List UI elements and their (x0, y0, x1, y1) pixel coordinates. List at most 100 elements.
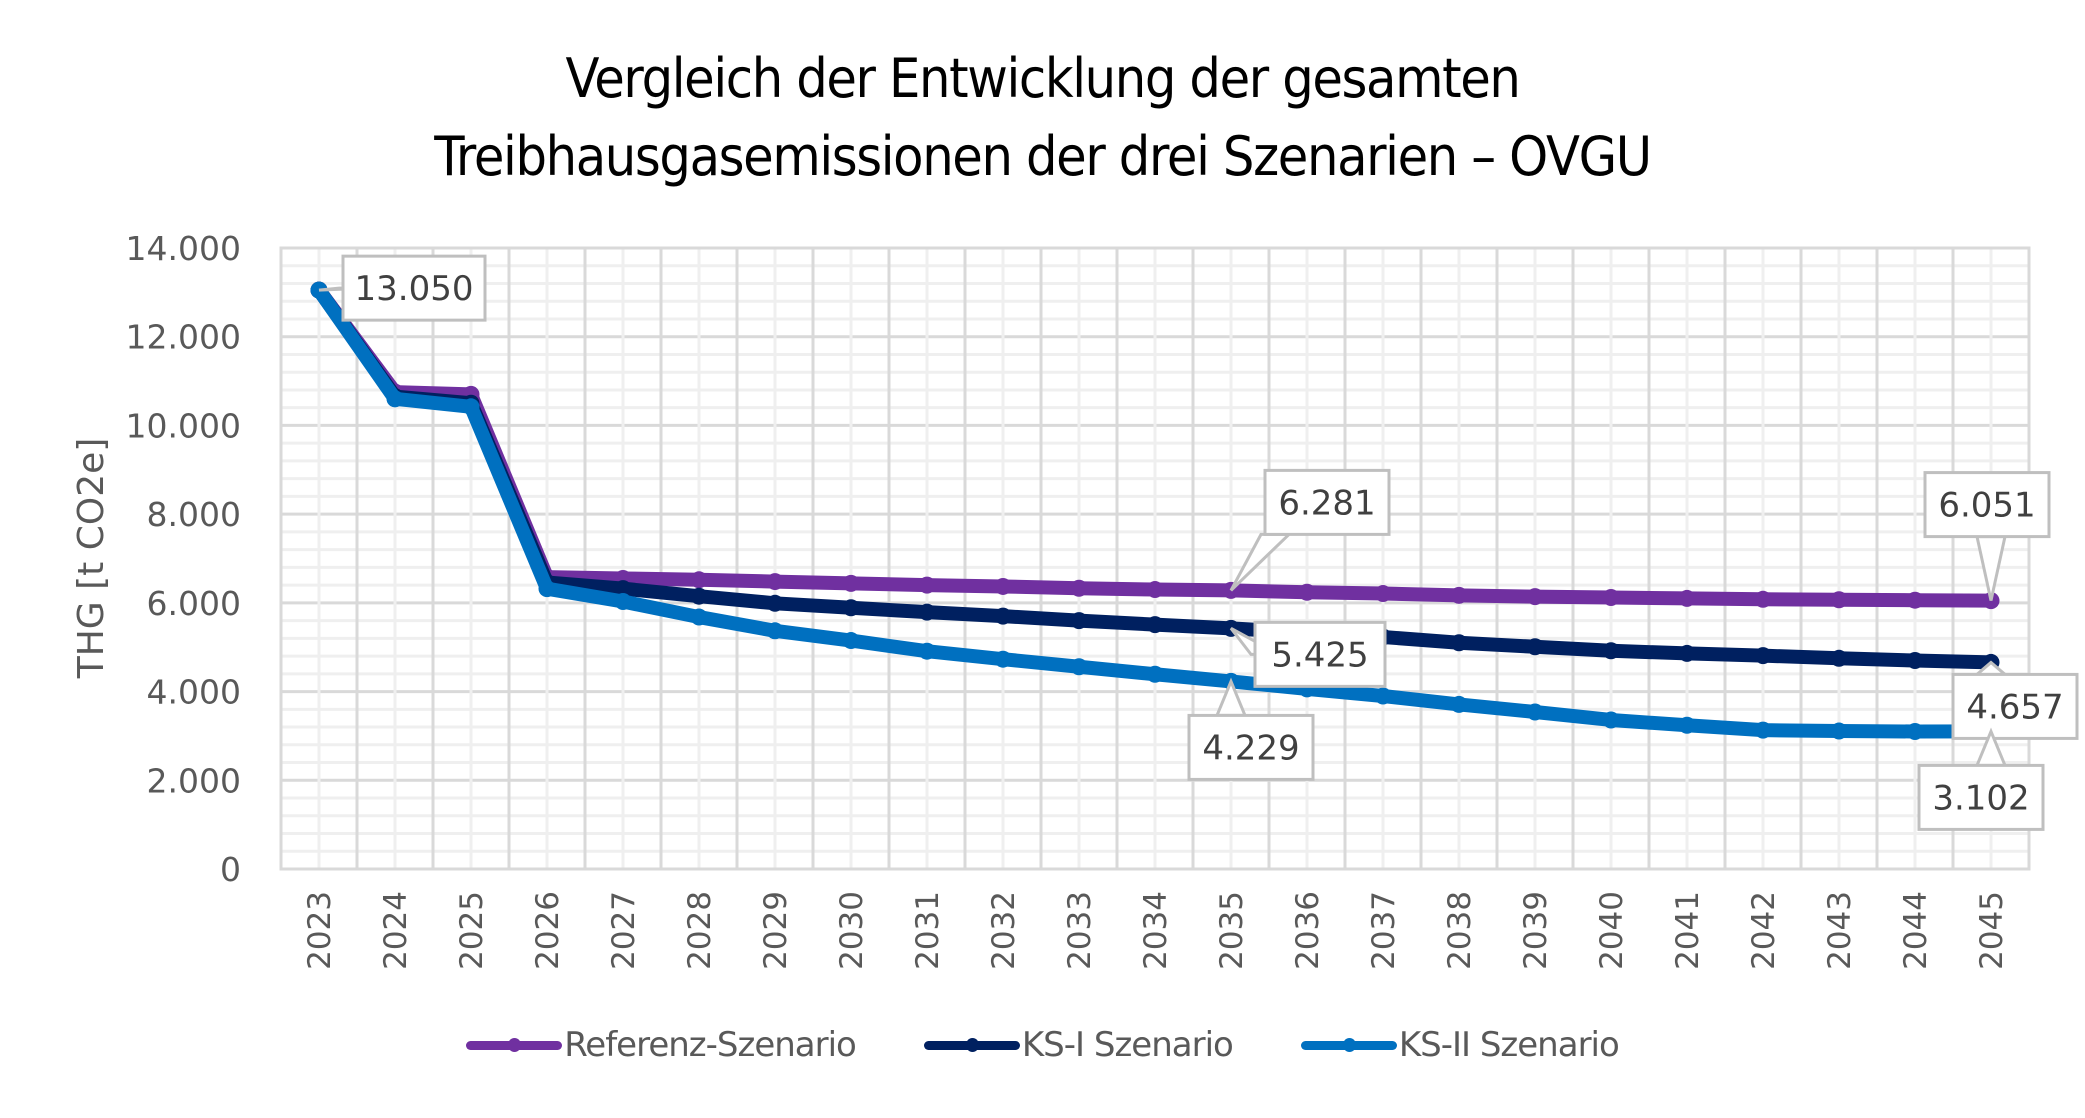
data-point (994, 607, 1012, 625)
x-tick-label: 2035 (1214, 891, 1250, 970)
x-tick-label: 2037 (1366, 891, 1402, 970)
data-label-box (1951, 672, 2079, 740)
data-point (1754, 590, 1772, 608)
data-label: 5.425 (1229, 620, 1387, 688)
data-point (1070, 579, 1088, 597)
legend-label: Referenz-Szenario (564, 1025, 857, 1065)
data-point (842, 574, 860, 592)
data-point (462, 398, 480, 416)
x-tick-label: 2042 (1746, 891, 1782, 970)
data-point (1678, 644, 1696, 662)
data-label-text: 4.229 (1202, 728, 1299, 768)
x-tick-label: 2041 (1670, 891, 1706, 970)
legend-label: KS-II Szenario (1398, 1025, 1620, 1065)
legend-swatch-icon (466, 1032, 563, 1058)
x-tick-label: 2024 (378, 891, 414, 970)
data-point (842, 632, 860, 650)
y-tick-label: 14.000 (126, 229, 241, 268)
x-tick-label: 2038 (1442, 891, 1478, 970)
x-tick-label: 2032 (986, 891, 1022, 970)
legend-swatch-icon (923, 1032, 1020, 1058)
x-tick-label: 2034 (1138, 891, 1174, 970)
legend-item-ks-ii[interactable]: KS-II Szenario (1300, 1025, 1620, 1065)
data-point (918, 576, 936, 594)
legend-item-ks-i[interactable]: KS-I Szenario (923, 1025, 1234, 1065)
chart-title-line-1: Vergleich der Entwicklung der gesamten (565, 47, 1520, 110)
data-label-pointer (1229, 532, 1293, 592)
data-label-text: 6.051 (1938, 486, 2035, 526)
x-axis-ticks: 2023 2024 2025 2026 2027 2028 2029 2030 2031 2032… (302, 891, 2010, 970)
data-label-text: 4.657 (1966, 687, 2063, 727)
data-point (766, 594, 784, 612)
data-point (842, 599, 860, 617)
data-point (918, 603, 936, 621)
data-point (1146, 581, 1164, 599)
series-ks-i-szenario (310, 281, 2000, 671)
data-point (1906, 722, 1924, 740)
data-label: 4.657 (1951, 660, 2079, 740)
y-tick-label: 12.000 (126, 318, 241, 357)
data-label: 6.281 (1229, 468, 1391, 592)
data-point (1450, 586, 1468, 604)
data-point (1070, 612, 1088, 630)
data-point (690, 571, 708, 589)
x-tick-label: 2040 (1594, 891, 1630, 970)
legend-swatch-icon (1300, 1032, 1397, 1058)
grid (279, 246, 2031, 871)
data-label-box (1263, 468, 1391, 536)
x-tick-label: 2036 (1290, 891, 1326, 970)
y-tick-label: 2.000 (147, 761, 241, 800)
y-tick-label: 8.000 (147, 495, 241, 534)
data-labels: 13.050 6.281 5.425 4.229 6.051 4.657 3.102 (318, 254, 2079, 831)
data-point (1678, 716, 1696, 734)
data-point (1602, 642, 1620, 660)
data-point (1146, 665, 1164, 683)
data-label-box (1917, 763, 2045, 831)
data-point (614, 580, 632, 598)
data-point (386, 390, 404, 408)
legend: Referenz-Szenario KS-I Szenario KS-II Sz… (0, 1025, 2085, 1065)
data-point (1070, 658, 1088, 676)
y-tick-label: 4.000 (147, 673, 241, 712)
data-point (1830, 649, 1848, 667)
x-tick-label: 2026 (530, 891, 566, 970)
data-point (1906, 652, 1924, 670)
x-tick-label: 2029 (758, 891, 794, 970)
series-referenz-szenario (310, 281, 2000, 610)
data-point (538, 580, 556, 598)
data-label: 3.102 (1917, 727, 2045, 831)
data-point (1526, 638, 1544, 656)
x-tick-label: 2039 (1518, 891, 1554, 970)
y-axis-ticks: 0 2.000 4.000 6.000 8.000 10.000 12.000 14.000 (126, 229, 241, 889)
chart-title-line-2: Treibhausgasemissionen der drei Szenarie… (434, 125, 1652, 188)
data-point (1830, 591, 1848, 609)
data-label-box (1253, 620, 1387, 688)
data-point (1298, 583, 1316, 601)
x-tick-label: 2025 (454, 891, 490, 970)
x-tick-label: 2023 (302, 891, 338, 970)
x-tick-label: 2043 (1822, 891, 1858, 970)
data-point (918, 642, 936, 660)
x-tick-label: 2045 (1974, 891, 2010, 970)
data-label: 4.229 (1187, 677, 1315, 781)
data-point (766, 622, 784, 640)
legend-item-referenz[interactable]: Referenz-Szenario (466, 1025, 857, 1065)
y-tick-label: 10.000 (126, 406, 241, 445)
data-point (1146, 616, 1164, 634)
data-label: 6.051 (1923, 471, 2051, 601)
data-label-box (1187, 713, 1315, 781)
x-tick-label: 2030 (834, 891, 870, 970)
legend-label: KS-I Szenario (1021, 1025, 1234, 1065)
data-point (1374, 687, 1392, 705)
data-label-text: 6.281 (1278, 483, 1375, 523)
data-label: 13.050 (318, 254, 487, 322)
x-tick-label: 2044 (1898, 891, 1934, 970)
x-tick-label: 2031 (910, 891, 946, 970)
x-tick-label: 2027 (606, 891, 642, 970)
y-tick-label: 6.000 (147, 584, 241, 623)
data-label-text: 5.425 (1271, 635, 1368, 675)
y-axis-title: THG [t CO2e] (71, 438, 112, 680)
x-tick-label: 2028 (682, 891, 718, 970)
data-point (1450, 695, 1468, 713)
